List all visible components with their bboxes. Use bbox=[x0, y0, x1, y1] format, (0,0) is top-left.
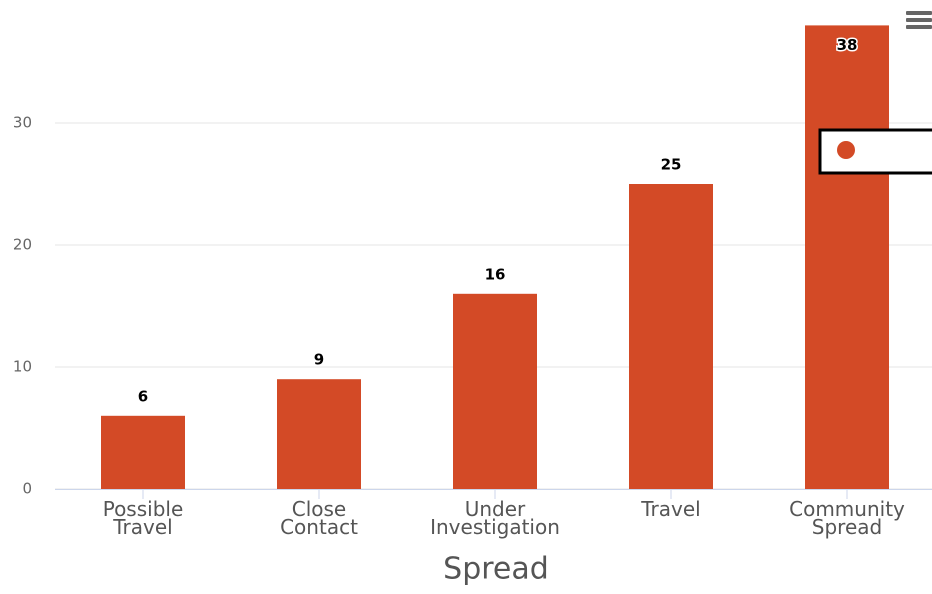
data-label: 38 bbox=[837, 36, 858, 54]
x-axis-title: Spread bbox=[443, 552, 549, 587]
menu-line bbox=[906, 11, 932, 15]
y-tick-label: 0 bbox=[22, 480, 32, 498]
menu-line bbox=[906, 18, 932, 22]
x-tick-label: Close Contact bbox=[280, 497, 358, 539]
menu-icon[interactable] bbox=[906, 11, 932, 29]
x-tick-label: Under Investigation bbox=[430, 497, 560, 539]
data-label: 25 bbox=[661, 156, 682, 174]
legend-box bbox=[818, 128, 932, 175]
bar bbox=[101, 415, 185, 489]
x-tick-label: Possible Travel bbox=[102, 497, 184, 539]
bar bbox=[629, 184, 713, 489]
x-tick-label: Community Spread bbox=[789, 497, 905, 539]
bar bbox=[805, 25, 889, 490]
data-label: 16 bbox=[485, 265, 506, 283]
y-tick-label: 30 bbox=[13, 114, 32, 132]
bar bbox=[453, 293, 537, 489]
bar bbox=[277, 379, 361, 489]
data-label: 6 bbox=[138, 387, 148, 405]
x-tick-label: Travel bbox=[641, 497, 701, 521]
y-tick-label: 10 bbox=[13, 358, 32, 376]
y-tick-label: 20 bbox=[13, 236, 32, 254]
data-label: 9 bbox=[314, 351, 324, 369]
legend-symbol bbox=[837, 141, 855, 159]
menu-line bbox=[906, 25, 932, 29]
